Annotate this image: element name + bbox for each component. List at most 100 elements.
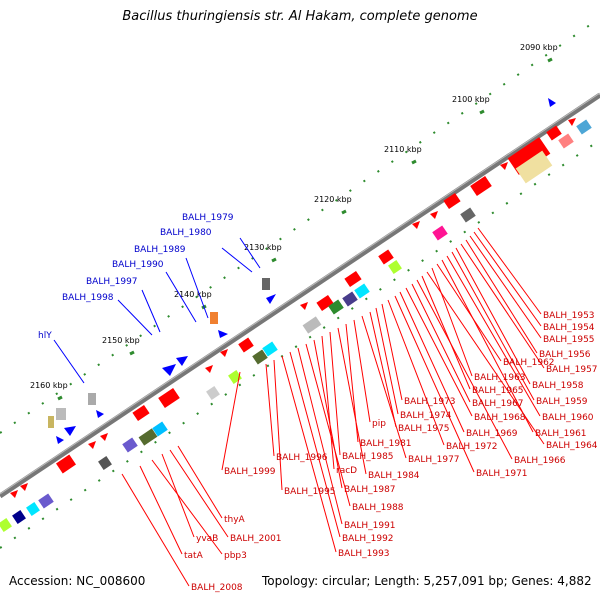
blue-features	[56, 98, 556, 444]
feature-box	[138, 428, 158, 446]
leader-line	[451, 251, 535, 401]
leader-line	[353, 319, 371, 423]
gene-arrow	[430, 211, 438, 219]
leader-line	[221, 247, 253, 273]
feature-box	[354, 283, 370, 299]
gene-box	[443, 192, 461, 210]
top-label-leaders: BALH_1979 BALH_1980 BALH_1989 BALH_1990 BALH…	[38, 213, 261, 384]
leader-line	[151, 459, 223, 555]
gene-label: BALH_1955	[543, 335, 595, 345]
leader-line	[221, 371, 241, 471]
leader-line	[441, 259, 534, 433]
tick-label: 2160 kbp	[30, 381, 68, 390]
leader-line	[455, 247, 531, 385]
gene-label: BALH_1974	[400, 411, 452, 421]
gene-label: pip	[372, 419, 386, 429]
leader-line	[281, 355, 337, 553]
gene-label: BALH_1992	[342, 534, 394, 544]
leader-line	[399, 291, 465, 433]
gene-label: BALH_1968	[474, 413, 526, 423]
leader-line	[465, 239, 538, 354]
leader-line	[139, 465, 183, 555]
gene-label: BALH_1969	[466, 429, 518, 439]
gene-label: BALH_1996	[276, 453, 328, 463]
gene-box	[546, 125, 562, 141]
gene-box	[158, 387, 180, 409]
blue-arrow	[56, 436, 64, 444]
feature-box	[515, 150, 553, 184]
map-title: Bacillus thuringiensis str. Al Hakam, co…	[122, 9, 478, 24]
tick-mark	[411, 159, 417, 165]
gene-label: BALH_1990	[112, 260, 164, 270]
tick-label: 2090 kbp	[520, 43, 558, 52]
leader-line	[239, 237, 261, 269]
gene-arrow	[100, 433, 108, 441]
leader-line	[289, 351, 341, 538]
feature-box	[122, 437, 138, 453]
gene-label: thyA	[224, 515, 246, 525]
leader-line	[53, 339, 85, 384]
right-label-leaders: BALH_1953BALH_1954BALH_1955BALH_1956BALH…	[121, 227, 598, 593]
gene-label: BALH_2001	[230, 534, 282, 544]
blue-arrow	[176, 356, 188, 366]
leader-line	[297, 347, 343, 525]
leader-line	[469, 235, 542, 339]
gene-arrow	[412, 221, 420, 229]
gene-box	[238, 337, 254, 353]
tick-mark	[57, 395, 63, 401]
leader-line	[329, 331, 341, 456]
tick-mark	[479, 109, 485, 115]
gene-label: BALH_1979	[182, 213, 234, 223]
tick-mark	[129, 350, 135, 356]
gene-box	[56, 454, 76, 474]
blue-arrow	[266, 294, 276, 304]
gene-label: BALH_1959	[536, 397, 588, 407]
gene-arrow	[205, 365, 213, 373]
leader-line	[265, 363, 275, 457]
tick-labels: 2090 kbp 2100 kbp 2110 kbp 2120 kbp 2130 kbp…	[30, 43, 558, 401]
feature-box	[558, 133, 574, 149]
leader-line	[426, 271, 545, 445]
gene-box	[344, 270, 362, 288]
inner-dotted-ring	[0, 139, 600, 549]
leader-line	[381, 303, 403, 401]
tick-label: 2120 kbp	[314, 195, 352, 204]
feature-box	[48, 416, 54, 428]
leader-line	[337, 327, 367, 475]
gene-label: BALH_1998	[62, 293, 114, 303]
leader-line	[177, 445, 223, 519]
leader-line	[394, 295, 475, 473]
feature-box	[12, 510, 26, 524]
blue-arrow	[96, 410, 104, 418]
leader-line	[446, 255, 541, 417]
leader-line	[305, 343, 351, 507]
gene-label: BALH_1966	[514, 456, 566, 466]
feature-box	[328, 299, 344, 315]
tick-label: 2130 kbp	[244, 243, 282, 252]
blue-arrow	[162, 364, 176, 376]
leader-line	[185, 257, 209, 319]
gene-arrow	[10, 490, 18, 498]
gene-label: BALH_1988	[352, 503, 404, 513]
leader-line	[436, 263, 502, 362]
gene-label: pbp3	[224, 551, 247, 561]
gene-label: BALH_1967	[472, 399, 524, 409]
gene-label: BALH_1993	[338, 549, 390, 559]
gene-label: BALH_1984	[368, 471, 420, 481]
gene-box	[316, 294, 334, 312]
feature-box	[262, 341, 278, 357]
gene-label: BALH_1953	[543, 311, 595, 321]
feature-box	[26, 502, 40, 516]
leader-line	[411, 283, 471, 403]
gene-label: BALH_1989	[134, 245, 186, 255]
gene-label: racD	[336, 466, 357, 476]
leader-line	[321, 335, 335, 470]
gene-label: BALH_1963	[474, 373, 526, 383]
feature-box	[0, 518, 12, 532]
gene-label: BALH_1960	[542, 413, 594, 423]
feature-box	[252, 349, 268, 365]
gene-arrow	[500, 162, 508, 170]
tick-mark	[547, 57, 553, 63]
gene-label: BALH_1975	[398, 424, 450, 434]
leader-line	[169, 449, 229, 538]
